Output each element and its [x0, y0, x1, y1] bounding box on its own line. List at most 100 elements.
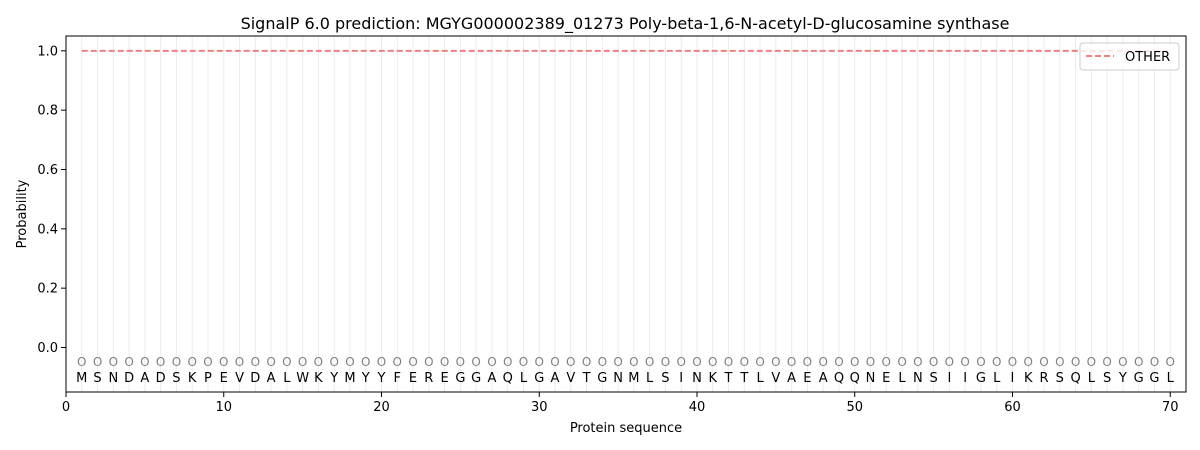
legend-box [1079, 42, 1180, 71]
plot-area: OMOSONODOAODOSOKOPOEOVODOAOLOWOKOYOMOYOY… [65, 35, 1187, 393]
residue-label: Y [361, 371, 370, 386]
residue-label: T [582, 371, 591, 386]
residue-label: L [1167, 371, 1175, 386]
residue-label: G [597, 371, 607, 386]
residue-label: L [520, 371, 528, 386]
residue-label: L [1088, 371, 1096, 386]
state-label: O [1024, 355, 1033, 369]
residue-label: I [679, 371, 683, 386]
state-label: O [456, 355, 465, 369]
state-label: O [424, 355, 433, 369]
residue-label: V [566, 371, 575, 386]
state-label: O [1118, 355, 1127, 369]
residue-label: M [628, 371, 639, 386]
state-label: O [329, 355, 338, 369]
residue-label: G [534, 371, 544, 386]
residue-label: A [140, 371, 149, 386]
residue-label: A [819, 371, 828, 386]
residue-label: D [156, 371, 166, 386]
residue-label: M [344, 371, 355, 386]
residue-label: S [1103, 371, 1111, 386]
residue-label: K [708, 371, 717, 386]
x-tick-label: 10 [215, 400, 232, 415]
residue-label: V [235, 371, 244, 386]
state-label: O [156, 355, 165, 369]
state-label: O [124, 355, 133, 369]
residue-label: A [787, 371, 796, 386]
state-label: O [519, 355, 528, 369]
state-label: O [172, 355, 181, 369]
state-label: O [913, 355, 922, 369]
residue-label: T [739, 371, 748, 386]
state-label: O [787, 355, 796, 369]
state-label: O [1071, 355, 1080, 369]
residue-label: F [394, 371, 401, 386]
residue-label: A [551, 371, 560, 386]
state-label: O [566, 355, 575, 369]
state-label: O [93, 355, 102, 369]
x-axis-label: Protein sequence [570, 421, 682, 436]
residue-label: L [993, 371, 1001, 386]
residue-label: P [204, 371, 212, 386]
x-tick-label: 50 [846, 400, 863, 415]
state-label: O [740, 355, 749, 369]
state-label: O [1055, 355, 1064, 369]
residue-label: L [898, 371, 906, 386]
residue-label: E [409, 371, 417, 386]
residue-label: N [913, 371, 923, 386]
state-label: O [251, 355, 260, 369]
state-label: O [929, 355, 938, 369]
state-label: O [708, 355, 717, 369]
residue-label: Q [503, 371, 513, 386]
residue-label: N [613, 371, 623, 386]
state-label: O [1039, 355, 1048, 369]
state-label: O [629, 355, 638, 369]
residue-label: S [93, 371, 101, 386]
state-label: O [187, 355, 196, 369]
state-label: O [992, 355, 1001, 369]
residue-label: K [314, 371, 323, 386]
state-label: O [408, 355, 417, 369]
residue-layer: OMOSONODOAODOSOKOPOEOVODOAOLOWOKOYOMOYOY… [76, 355, 1175, 386]
residue-label: S [661, 371, 669, 386]
state-label: O [1150, 355, 1159, 369]
residue-label: W [296, 371, 309, 386]
residue-label: E [882, 371, 890, 386]
residue-label: G [1149, 371, 1159, 386]
state-label: O [550, 355, 559, 369]
residue-label: L [756, 371, 764, 386]
residue-label: S [929, 371, 937, 386]
residue-label: Y [377, 371, 386, 386]
chart-title: SignalP 6.0 prediction: MGYG000002389_01… [241, 14, 1010, 34]
residue-label: I [1011, 371, 1015, 386]
state-label: O [850, 355, 859, 369]
state-label: O [345, 355, 354, 369]
residue-label: Q [834, 371, 844, 386]
state-label: O [298, 355, 307, 369]
state-label: O [361, 355, 370, 369]
state-label: O [866, 355, 875, 369]
residue-label: M [76, 371, 87, 386]
state-label: O [803, 355, 812, 369]
residue-label: N [692, 371, 702, 386]
y-tick-label: 0.0 [37, 341, 58, 356]
state-label: O [235, 355, 244, 369]
residue-label: K [1024, 371, 1033, 386]
residue-label: G [471, 371, 481, 386]
x-tick-label: 60 [1004, 400, 1021, 415]
residue-label: I [947, 371, 951, 386]
y-tick-label: 0.6 [37, 163, 58, 178]
residue-label: L [283, 371, 291, 386]
state-label: O [535, 355, 544, 369]
residue-label: E [220, 371, 228, 386]
residue-label: N [866, 371, 876, 386]
residue-label: N [108, 371, 118, 386]
residue-label: R [1040, 371, 1049, 386]
y-axis: 0.0 0.2 0.4 0.6 0.8 1.0 [37, 44, 66, 356]
state-label: O [598, 355, 607, 369]
state-label: O [818, 355, 827, 369]
state-label: O [440, 355, 449, 369]
state-label: O [282, 355, 291, 369]
state-label: O [613, 355, 622, 369]
